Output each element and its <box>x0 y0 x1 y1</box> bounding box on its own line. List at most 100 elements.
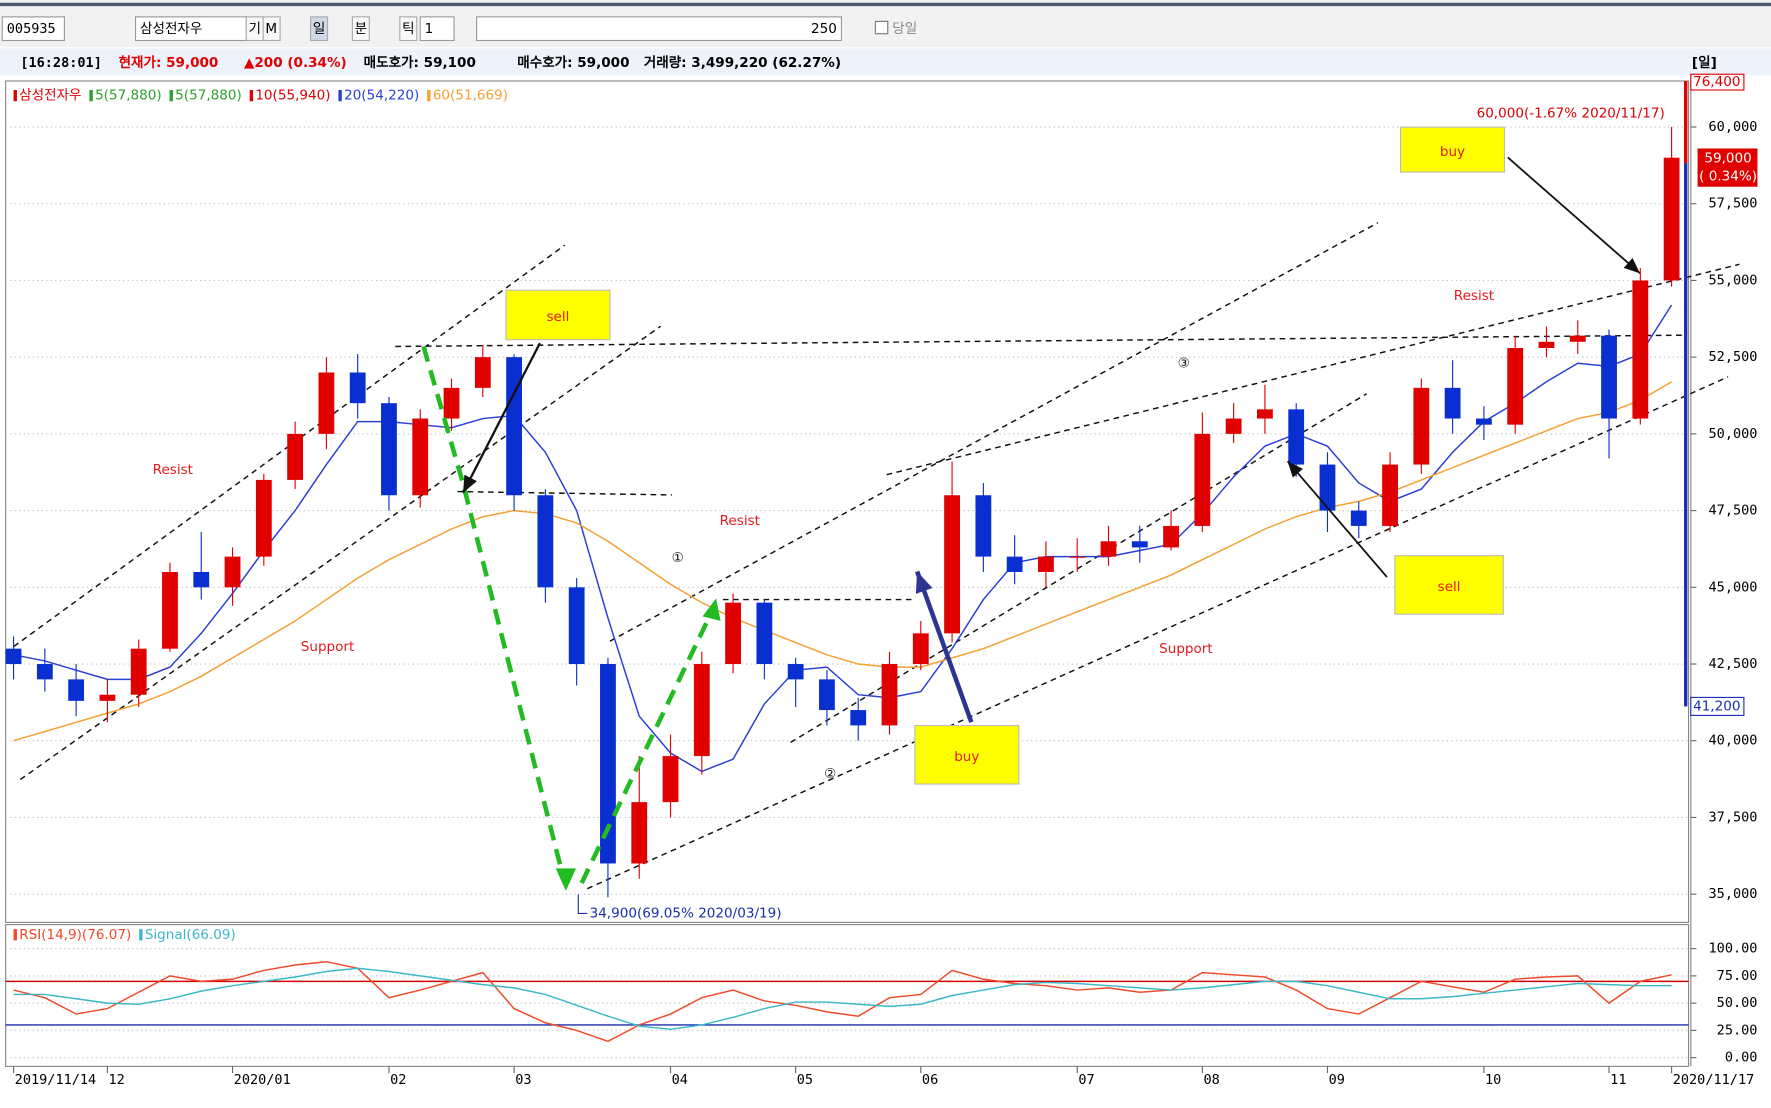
signal-box <box>914 724 1020 785</box>
period-text: 1 <box>425 21 434 37</box>
name-text: 삼성전자우 <box>140 21 202 37</box>
swing-line <box>579 606 716 884</box>
toolbar-button[interactable] <box>399 16 418 42</box>
y-tick-label: 60,000 <box>1709 119 1758 135</box>
rsi-panel <box>5 924 1690 1067</box>
signal-label: sell <box>1438 579 1461 595</box>
x-tick-label: 2020/11/17 <box>1673 1072 1755 1088</box>
candle-body <box>1225 418 1242 434</box>
trend-line <box>457 490 673 496</box>
candle-body <box>287 433 304 480</box>
candle-body <box>1632 280 1649 419</box>
candle-body <box>193 571 210 588</box>
legend-item: RSI(14,9)(76.07) <box>19 927 131 943</box>
x-tick-label: 02 <box>390 1072 406 1088</box>
y-tick-label: 42,500 <box>1709 656 1758 672</box>
count-text: 250 <box>811 21 837 37</box>
toolbar-button[interactable] <box>310 16 329 42</box>
candle-body <box>600 664 616 864</box>
signal-box <box>1394 555 1504 615</box>
candle-body <box>412 418 429 496</box>
info-volume: 거래량: 3,499,220 (62.27%) <box>644 55 841 71</box>
level-label: Resist <box>1454 288 1494 304</box>
candle-body <box>1038 556 1054 572</box>
trend-line <box>609 222 1379 642</box>
signal-label: sell <box>546 309 569 325</box>
x-tick-label: 09 <box>1329 1072 1345 1088</box>
legend-item: 60(51,669) <box>433 88 508 104</box>
candle-body <box>537 495 554 588</box>
swing-arrow <box>555 868 577 891</box>
today-checkbox[interactable] <box>874 20 889 35</box>
arrow-head <box>1287 461 1303 478</box>
arrow <box>462 342 541 494</box>
info-ask: 매도호가: 59,100 <box>364 55 476 71</box>
x-tick-label: 04 <box>672 1072 688 1088</box>
trend-line <box>395 334 1683 348</box>
candle-body <box>68 679 85 701</box>
info-bar <box>0 48 1771 76</box>
legend-item: 20(54,220) <box>344 88 419 104</box>
signal-box <box>1399 126 1506 173</box>
legend-swatch <box>13 929 17 941</box>
candle-body <box>1350 510 1367 526</box>
low-pointer <box>577 894 588 914</box>
x-tick-label: 11 <box>1610 1072 1626 1088</box>
legend-swatch <box>13 89 17 102</box>
x-tick-label: 05 <box>797 1072 813 1088</box>
candle-body <box>1538 341 1555 348</box>
wave-marker: ③ <box>1178 355 1190 371</box>
legend-swatch <box>338 89 342 102</box>
candle-body <box>1382 464 1398 526</box>
trend-line <box>886 263 1740 476</box>
signal-label: buy <box>954 749 979 765</box>
y-tick-label: 45,000 <box>1709 579 1758 595</box>
level-label: Resist <box>720 513 760 529</box>
legend-swatch <box>249 89 254 102</box>
code-input[interactable] <box>1 16 65 42</box>
range-bar <box>1684 163 1688 707</box>
swing-arrow <box>702 598 721 621</box>
count-input[interactable] <box>476 16 843 42</box>
y-tick-label: 100.00 <box>1709 941 1758 957</box>
toolbar-button-label: M <box>265 21 277 37</box>
x-tick-label: 03 <box>515 1072 531 1088</box>
period-input[interactable] <box>419 16 455 42</box>
candle-body <box>506 357 523 496</box>
candle-body <box>162 571 178 649</box>
arrow <box>1507 156 1641 275</box>
info-period: [일] <box>1692 55 1717 71</box>
candle-body <box>1475 418 1492 425</box>
candle-body <box>255 479 272 557</box>
legend-swatch <box>169 89 173 102</box>
toolbar-button-label: 일 <box>313 21 325 37</box>
x-tick-label: 08 <box>1203 1072 1219 1088</box>
toolbar-button[interactable] <box>262 16 281 42</box>
y-tick-label: 55,000 <box>1709 272 1758 288</box>
candle-body <box>819 679 835 711</box>
trend-line <box>19 325 662 781</box>
current-box <box>1697 148 1758 187</box>
info-time: [16:28:01] <box>20 55 102 71</box>
x-tick-label: 10 <box>1485 1072 1501 1088</box>
legend-swatch <box>139 929 143 941</box>
candle-body <box>1288 409 1305 465</box>
toolbar-button[interactable] <box>351 16 370 42</box>
code-text: 005935 <box>7 21 56 37</box>
x-tick-label: 12 <box>109 1072 125 1088</box>
legend-item: Signal(66.09) <box>145 927 236 943</box>
candle-body <box>1069 556 1086 558</box>
candle-body <box>5 648 22 665</box>
x-tick-label: 07 <box>1078 1072 1094 1088</box>
legend-item: 삼성전자우 <box>19 88 81 104</box>
candle-body <box>1601 335 1617 419</box>
candle-body <box>944 495 960 634</box>
toolbar-button-label: 틱 <box>402 21 414 37</box>
candle-body <box>725 602 741 665</box>
candle-body <box>224 556 241 588</box>
rsi-line <box>13 960 1672 1043</box>
legend-item: 5(57,880) <box>175 88 242 104</box>
candle-body <box>318 372 335 434</box>
candle-body <box>912 633 929 665</box>
